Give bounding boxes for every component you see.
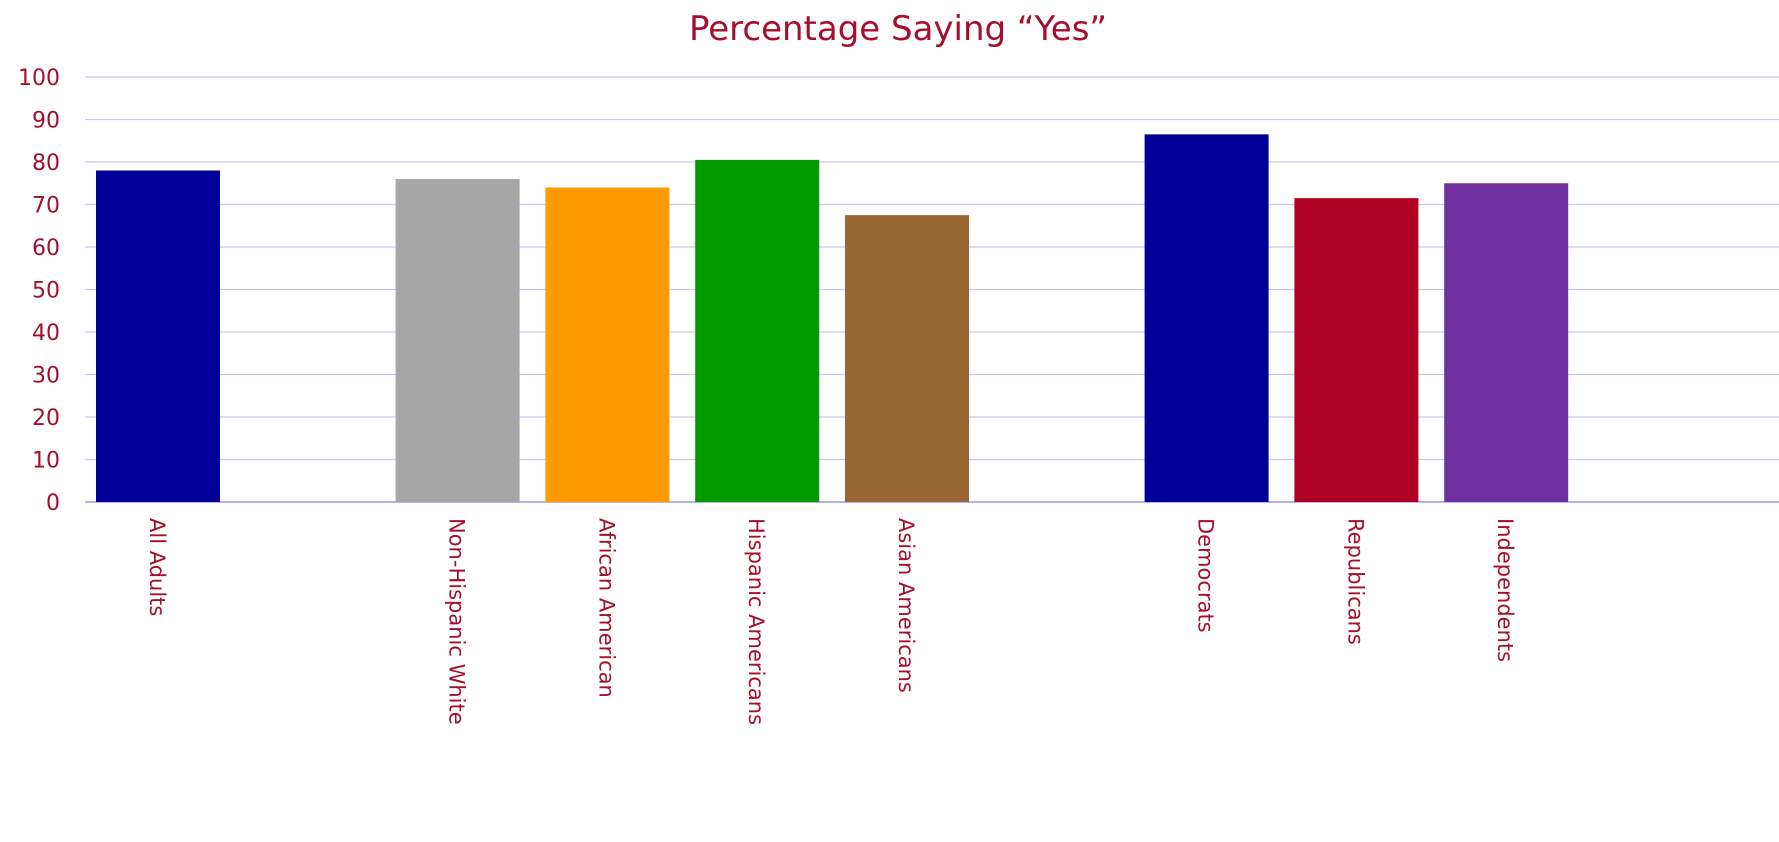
bar-independents [1444,183,1569,502]
y-tick-label: 50 [32,279,60,304]
y-tick-label: 100 [18,66,60,91]
y-tick-label: 90 [32,109,60,134]
bar-african-american [545,187,670,502]
y-tick-label: 40 [32,321,60,346]
bar-republicans [1294,198,1419,502]
bars [96,134,1569,502]
x-category-label: Republicans [1343,518,1367,645]
y-tick-label: 70 [32,194,60,219]
y-tick-label: 20 [32,406,60,431]
x-category-label: All Adults [145,518,169,616]
x-category-label: Hispanic Americans [744,518,768,725]
x-category-label: Non-Hispanic White [445,518,469,725]
y-tick-label: 0 [46,491,60,516]
bar-non-hispanic-white [395,179,520,502]
bar-asian-americans [845,215,969,502]
x-category-label: Democrats [1194,518,1218,633]
bar-democrats [1144,134,1269,502]
bar-hispanic-americans [695,159,820,502]
chart-title: Percentage Saying “Yes” [689,9,1107,49]
y-tick-label: 60 [32,236,60,261]
x-category-label: African American [594,518,618,698]
x-category-label: Asian Americans [894,518,918,693]
x-axis-labels: All Adults Non-Hispanic White African Amer… [145,518,1517,725]
bar-all-adults [96,170,220,502]
x-category-label: Independents [1493,518,1517,662]
y-tick-label: 30 [32,364,60,389]
y-tick-label: 10 [32,449,60,474]
y-axis-ticks: 0 10 20 30 40 50 60 70 80 90 100 [18,66,60,516]
y-tick-label: 80 [32,151,60,176]
